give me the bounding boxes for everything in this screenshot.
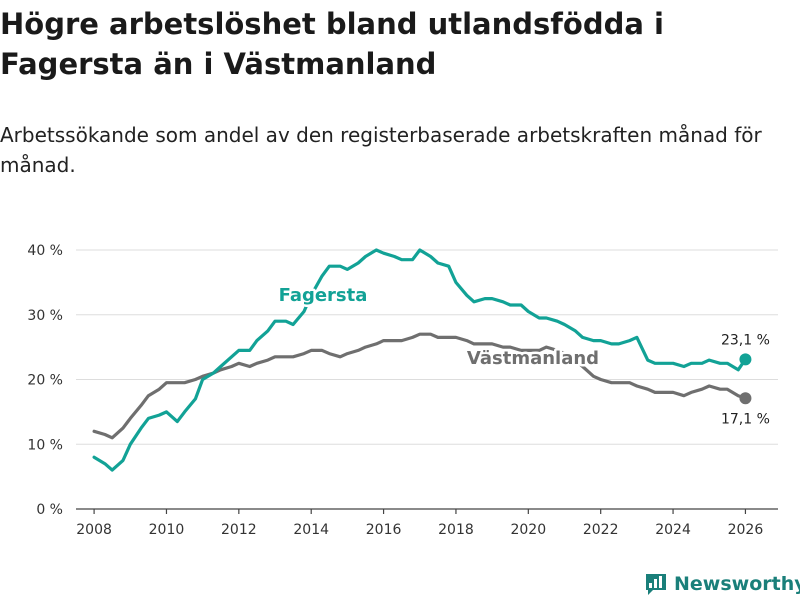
y-tick-label: 40 % — [27, 243, 63, 259]
brand-name: Newsworthy — [674, 573, 800, 595]
series-label-vastmanland-halo: Västmanland — [467, 348, 599, 369]
series-line-vastmanland — [92, 332, 747, 440]
x-tick-label: 2018 — [438, 522, 474, 538]
y-tick-label: 10 % — [27, 437, 63, 453]
y-tick-label: 0 % — [36, 502, 63, 518]
chart-subtitle: Arbetssökande som andel av den registerb… — [0, 123, 762, 177]
series-line-fagersta — [92, 248, 747, 472]
vastmanland-end-label: 17,1 % — [721, 411, 770, 427]
x-tick-label: 2026 — [728, 522, 764, 538]
y-tick-label: 30 % — [27, 308, 63, 324]
x-tick-label: 2010 — [149, 522, 185, 538]
series-labels: 23,1 %17,1 %FagerstaFagerstaVästmanlandV… — [276, 283, 770, 428]
newsworthy-brand: Newsworthy — [644, 570, 800, 598]
x-tick-label: 2014 — [293, 522, 329, 538]
newsworthy-logo-icon — [646, 574, 666, 595]
series-label-fagersta: Fagersta — [279, 285, 368, 306]
x-tick-label: 2020 — [510, 522, 546, 538]
x-tick-label: 2022 — [583, 522, 619, 538]
fagersta-end-label: 23,1 % — [721, 332, 770, 348]
y-axis: 0 % 10 % 20 % 30 % 40 % — [27, 243, 63, 518]
x-tick-label: 2016 — [366, 522, 402, 538]
end-point-vastmanland — [739, 392, 752, 405]
x-tick-label: 2008 — [76, 522, 112, 538]
y-tick-label: 20 % — [27, 373, 63, 389]
line-chart: 0 % 10 % 20 % 30 % 40 % 2008 2010 2012 2014 2016… — [27, 243, 778, 538]
x-axis: 2008 2010 2012 2014 2016 2018 2020 2022 2024 2026 — [76, 508, 778, 538]
series-lines — [92, 248, 752, 472]
series-label-vastmanland: Västmanland — [467, 348, 599, 369]
series-label-fagersta-halo: Fagersta — [279, 285, 368, 306]
x-tick-label: 2012 — [221, 522, 257, 538]
chart-title: Högre arbetslöshet bland utlandsfödda i … — [0, 7, 664, 81]
x-tick-label: 2024 — [655, 522, 691, 538]
end-point-fagersta — [739, 353, 752, 366]
